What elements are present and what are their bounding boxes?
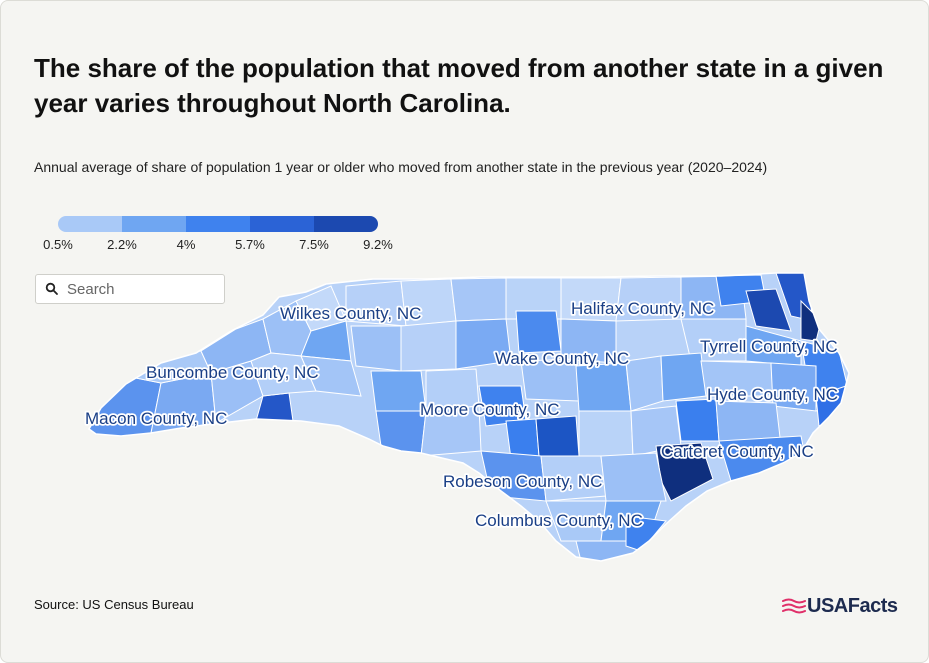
source-note: Source: US Census Bureau <box>34 597 194 612</box>
label-carteret-county: Carteret County, NC <box>661 442 814 461</box>
search-icon <box>45 282 58 295</box>
search-input[interactable] <box>67 280 207 298</box>
chart-subtitle: Annual average of share of population 1 … <box>34 159 768 175</box>
county-polygon[interactable] <box>455 318 512 370</box>
legend-swatch-4 <box>250 216 314 232</box>
label-macon-county: Macon County, NC <box>85 409 227 428</box>
county-polygon[interactable] <box>560 318 617 364</box>
legend-label-0: 0.5% <box>43 237 73 252</box>
label-columbus-county: Columbus County, NC <box>475 511 643 530</box>
county-polygon[interactable] <box>660 352 707 402</box>
county-polygon[interactable] <box>350 325 402 372</box>
label-buncombe-county: Buncombe County, NC <box>146 363 319 382</box>
label-hyde-county: Hyde County, NC <box>707 385 838 404</box>
county-polygon[interactable] <box>535 415 580 457</box>
county-polygon[interactable] <box>770 362 817 412</box>
legend-swatch-2 <box>122 216 186 232</box>
usafacts-logo: USAFacts <box>781 593 898 619</box>
county-polygon[interactable] <box>575 362 632 412</box>
county-polygon[interactable] <box>515 310 562 354</box>
county-polygon[interactable] <box>300 355 362 397</box>
county-polygon[interactable] <box>578 410 634 457</box>
flag-icon <box>782 598 806 614</box>
label-wilkes-county: Wilkes County, NC <box>280 304 421 323</box>
legend-swatch-1 <box>58 216 122 232</box>
county-polygon[interactable] <box>370 370 427 412</box>
legend-swatch-5 <box>314 216 378 232</box>
label-moore-county: Moore County, NC <box>420 400 560 419</box>
state-outline <box>88 272 850 562</box>
county-polygon[interactable] <box>600 452 667 502</box>
county-search-box[interactable] <box>35 274 225 304</box>
brand-name: USAFacts <box>807 594 898 617</box>
legend-label-4: 7.5% <box>299 237 329 252</box>
legend-label-2: 4% <box>176 237 196 252</box>
county-polygon[interactable] <box>675 398 720 442</box>
label-wake-county: Wake County, NC <box>495 349 629 368</box>
label-tyrrell-county: Tyrrell County, NC <box>700 337 838 356</box>
legend-swatch-3 <box>186 216 250 232</box>
label-halifax-county: Halifax County, NC <box>571 299 714 318</box>
county-polygon[interactable] <box>745 288 792 332</box>
legend-label-1: 2.2% <box>107 237 137 252</box>
county-polygon[interactable] <box>450 277 507 322</box>
legend-color-scale <box>58 216 378 232</box>
legend-label-3: 5.7% <box>235 237 265 252</box>
legend-label-5: 9.2% <box>363 237 393 252</box>
county-polygon[interactable] <box>400 320 457 372</box>
chart-title: The share of the population that moved f… <box>34 53 884 118</box>
county-polygon[interactable] <box>625 355 664 412</box>
county-polygon[interactable] <box>375 410 427 457</box>
label-robeson-county: Robeson County, NC <box>443 472 602 491</box>
